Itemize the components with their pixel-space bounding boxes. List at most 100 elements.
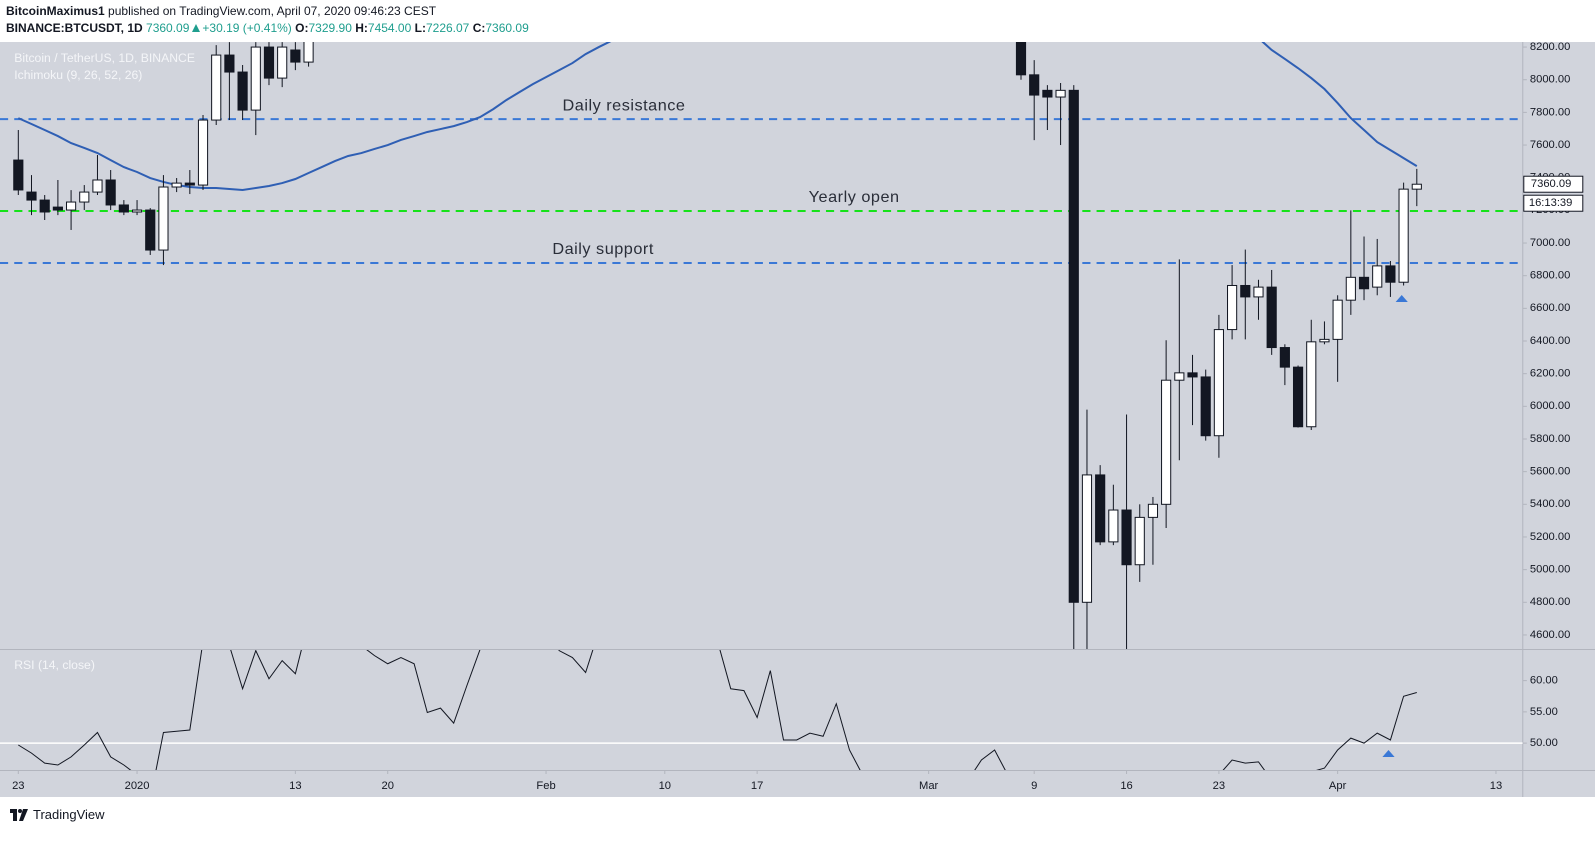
y-tick-label: 6200.00 <box>1530 368 1570 380</box>
candle-body <box>224 54 235 73</box>
ohlc-value: 7329.90 <box>308 21 352 35</box>
candle-body <box>1108 509 1119 543</box>
candle-body <box>13 159 24 191</box>
level-label: Daily support <box>552 240 654 258</box>
last-price-label: 7360.09 <box>1531 178 1571 190</box>
signal-arrow <box>1395 295 1408 302</box>
y-tick-label: 6800.00 <box>1530 270 1570 282</box>
line <box>17 42 1418 191</box>
rsi-title: RSI (14, close) <box>14 658 95 672</box>
candle-body <box>131 209 143 213</box>
candle-body <box>277 46 288 79</box>
candle-body <box>1332 299 1343 340</box>
up-arrow <box>192 24 201 32</box>
candle-body <box>79 191 90 203</box>
ohlc-label: H: <box>355 21 368 35</box>
symbol: BINANCE:BTCUSDT, 1D <box>6 21 143 35</box>
y-tick-label: 7800.00 <box>1530 106 1570 118</box>
candle-body <box>250 46 261 111</box>
x-tick-label: 17 <box>751 780 763 792</box>
ohlc-label: L: <box>414 21 426 35</box>
candle-body <box>1095 474 1106 543</box>
candle-body <box>1253 286 1264 298</box>
x-tick-label: 23 <box>12 780 24 792</box>
y-tick-label: 8200.00 <box>1530 41 1570 53</box>
candle-body <box>1279 347 1290 368</box>
footer: TradingView <box>10 807 105 822</box>
y-tick-label: 8000.00 <box>1530 74 1570 86</box>
x-tick-label: 13 <box>1490 780 1502 792</box>
price-pane <box>0 42 1523 649</box>
change: +30.19 (+0.41%) <box>202 21 292 35</box>
candle-body <box>1411 183 1422 190</box>
header-line: BitcoinMaximus1 published on TradingView… <box>6 3 529 20</box>
candle-body <box>26 191 37 201</box>
y-tick-label: 5800.00 <box>1530 433 1570 445</box>
candle-body <box>1147 503 1159 518</box>
candle-body <box>1319 338 1330 343</box>
y-tick-label: 50.00 <box>1530 737 1558 749</box>
rsi-pane <box>0 650 1523 770</box>
candle-body <box>1029 74 1040 96</box>
candle-body <box>1015 42 1027 76</box>
candle-body <box>1042 89 1053 98</box>
candle-body <box>197 119 209 186</box>
candle-body <box>1200 376 1211 437</box>
candle-body <box>303 42 314 63</box>
line <box>18 650 1417 770</box>
x-tick-label: 16 <box>1120 780 1132 792</box>
candle-body <box>1227 284 1238 331</box>
brand: TradingView <box>33 807 105 822</box>
candle-body <box>158 186 169 251</box>
candle-body <box>211 54 222 121</box>
ohlc-value: 7226.07 <box>425 21 470 35</box>
last-price-box <box>1523 175 1584 193</box>
x-tick-label: 20 <box>382 780 394 792</box>
y-tick-label: 5200.00 <box>1530 531 1570 543</box>
y-tick-label: 5600.00 <box>1530 466 1570 478</box>
candle-body <box>65 201 77 211</box>
candle-body <box>1266 286 1277 349</box>
candle-body <box>1345 276 1356 301</box>
header: BitcoinMaximus1 published on TradingView… <box>6 3 529 37</box>
candle-body <box>184 182 195 186</box>
candle-body <box>39 199 50 213</box>
candle-body <box>1385 265 1396 283</box>
candle-body <box>237 71 248 111</box>
candle-body <box>1068 89 1079 603</box>
x-tick-label: 9 <box>1031 780 1037 792</box>
level-label: Yearly open <box>809 188 900 206</box>
y-tick-label: 5400.00 <box>1530 498 1570 510</box>
candle-body <box>1134 516 1145 566</box>
y-tick-label: 7000.00 <box>1530 237 1570 249</box>
countdown-label: 16:13:39 <box>1529 197 1572 209</box>
candle-body <box>1306 341 1317 428</box>
level-label: Daily resistance <box>563 96 686 114</box>
y-tick-label: 60.00 <box>1530 675 1558 687</box>
y-tick-label: 6400.00 <box>1530 335 1570 347</box>
x-tick-label: 13 <box>289 780 301 792</box>
author: BitcoinMaximus1 <box>6 4 105 18</box>
logo <box>10 808 28 821</box>
ohlc-label: C: <box>472 21 486 35</box>
indicator-title: Ichimoku (9, 26, 52, 26) <box>14 68 142 82</box>
candle-body <box>171 182 182 188</box>
chart-background <box>0 42 1595 797</box>
candle-body <box>1292 366 1304 428</box>
y-tick-label: 4800.00 <box>1530 596 1570 608</box>
last-price: 7360.09 <box>146 21 190 35</box>
candle-body <box>1358 276 1370 290</box>
candle-body <box>1121 509 1132 566</box>
candle-body <box>1213 329 1224 437</box>
candle-body <box>1081 474 1093 603</box>
y-tick-label: 55.00 <box>1530 706 1558 718</box>
y-tick-label: 7600.00 <box>1530 139 1570 151</box>
candle-body <box>1055 89 1066 98</box>
candle-body <box>1372 265 1383 288</box>
candle-body <box>145 209 156 251</box>
candle-body <box>52 206 63 211</box>
candle-body <box>118 204 129 213</box>
y-tick-label: 6000.00 <box>1530 400 1570 412</box>
